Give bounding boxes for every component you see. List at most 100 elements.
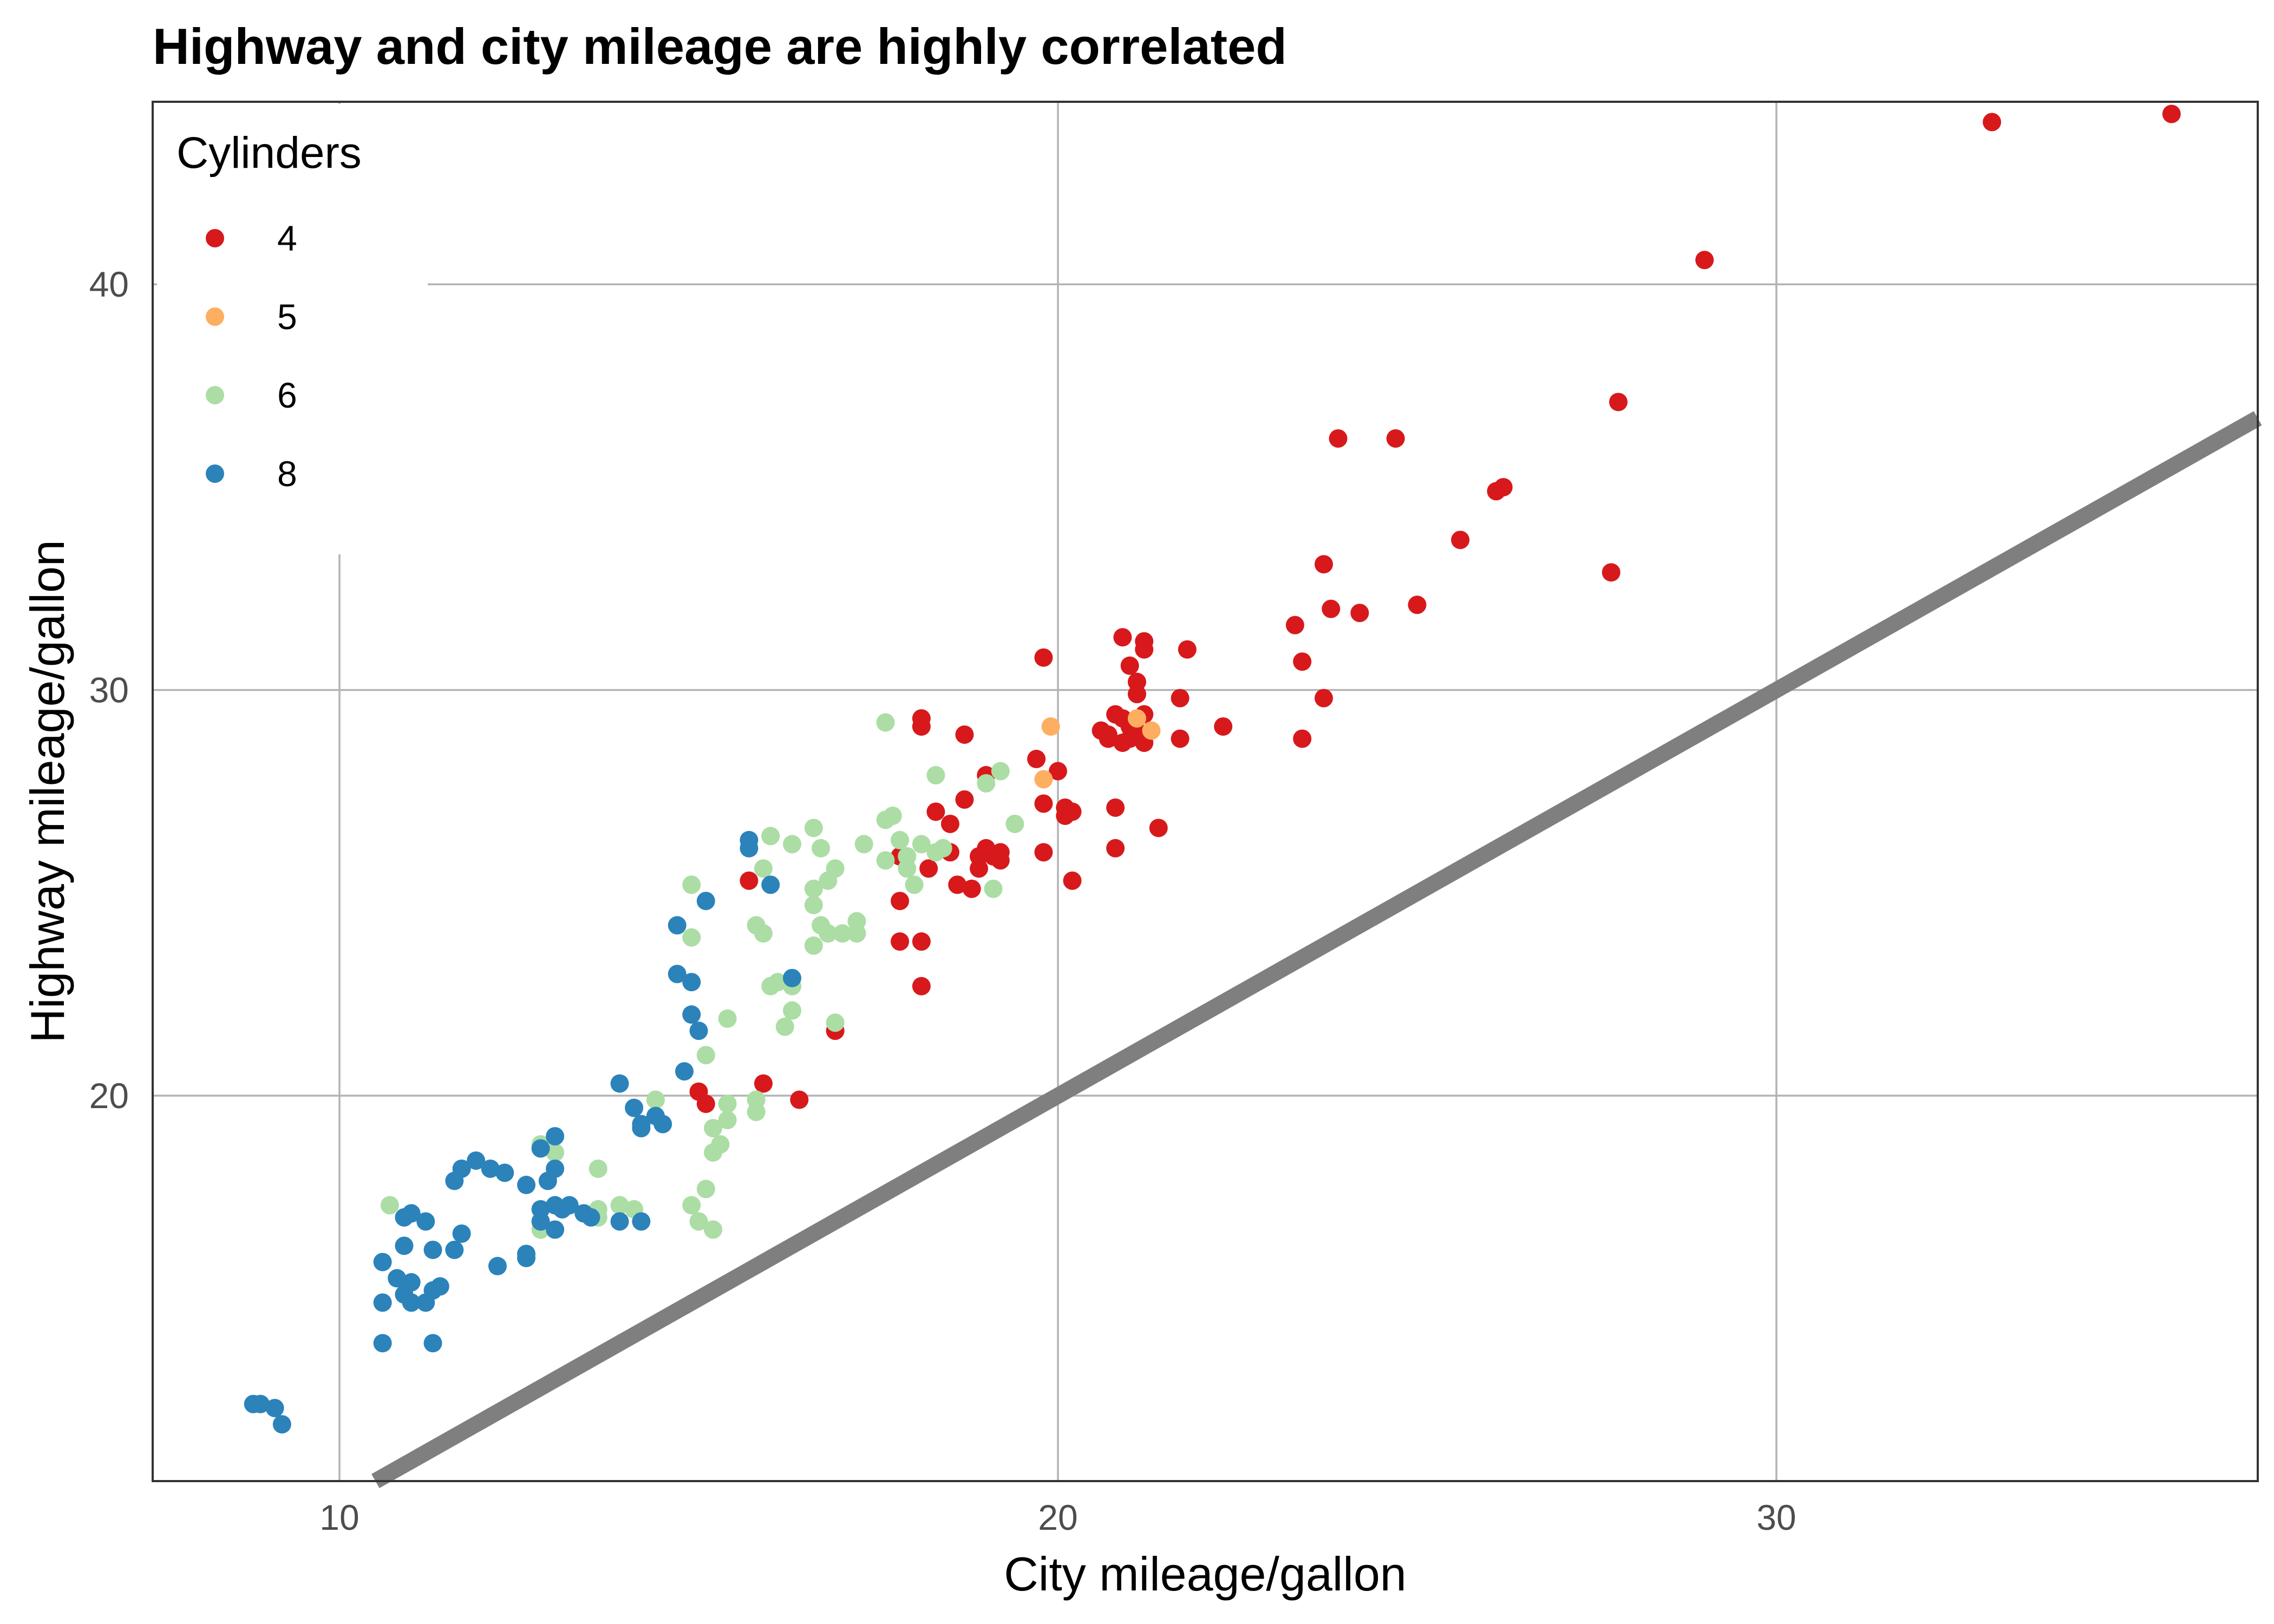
data-point xyxy=(1314,689,1333,708)
data-point xyxy=(682,1005,701,1024)
x-tick-label: 10 xyxy=(319,1497,359,1537)
data-point xyxy=(531,1139,550,1158)
y-tick-labels: 20 30 40 xyxy=(89,264,129,1116)
data-point xyxy=(962,879,981,898)
data-point xyxy=(1027,750,1046,769)
data-point xyxy=(926,843,945,862)
data-point xyxy=(718,1095,737,1114)
data-point xyxy=(718,1009,737,1028)
data-point xyxy=(682,875,701,894)
data-point xyxy=(481,1159,500,1178)
data-point xyxy=(991,762,1010,781)
data-point xyxy=(1293,729,1312,748)
data-point xyxy=(682,973,701,992)
data-point xyxy=(1350,604,1369,623)
data-point xyxy=(898,847,917,866)
data-point xyxy=(538,1171,557,1190)
data-point xyxy=(553,1200,572,1219)
data-point xyxy=(517,1175,536,1194)
data-point xyxy=(754,1074,773,1093)
legend-entries: 4 5 6 8 xyxy=(206,218,297,494)
legend-item-5: 5 xyxy=(206,297,297,337)
data-point xyxy=(761,875,780,894)
data-point xyxy=(423,1240,442,1259)
data-point xyxy=(1127,709,1146,728)
data-point xyxy=(467,1151,486,1170)
reference-line xyxy=(371,411,2262,1489)
data-point xyxy=(517,1245,536,1263)
data-point xyxy=(1142,721,1161,740)
y-axis-title: Highway mileage/gallon xyxy=(21,540,74,1043)
data-point xyxy=(581,1208,600,1227)
data-point xyxy=(445,1171,464,1190)
data-point xyxy=(1695,251,1714,270)
data-point xyxy=(265,1399,284,1418)
data-point xyxy=(546,1143,565,1162)
data-point xyxy=(1113,628,1132,647)
data-point xyxy=(668,916,687,935)
data-point xyxy=(804,895,823,914)
data-point xyxy=(970,859,989,878)
data-point xyxy=(761,827,780,846)
data-point xyxy=(689,1082,708,1101)
data-point xyxy=(1451,531,1470,549)
data-point xyxy=(1171,689,1190,708)
legend-swatch xyxy=(206,464,224,483)
data-point xyxy=(905,875,924,894)
data-point xyxy=(1034,770,1053,789)
data-point xyxy=(955,790,974,809)
data-point xyxy=(373,1334,392,1353)
data-point xyxy=(1285,615,1304,634)
data-point xyxy=(696,892,715,911)
data-point xyxy=(876,713,895,732)
data-point xyxy=(804,818,823,837)
data-point xyxy=(876,851,895,870)
data-point xyxy=(790,1090,809,1109)
reference-line-layer xyxy=(371,411,2262,1489)
data-point xyxy=(833,924,852,943)
data-point xyxy=(1056,798,1075,817)
legend-item-8: 8 xyxy=(206,454,297,494)
x-tick-labels: 10 20 30 xyxy=(319,1497,1796,1537)
data-point xyxy=(704,1220,723,1239)
legend-swatch xyxy=(206,229,224,247)
data-point xyxy=(452,1224,471,1243)
legend-label: 4 xyxy=(277,218,297,258)
points-layer xyxy=(244,104,2181,1434)
y-tick-label: 30 xyxy=(89,670,129,710)
plot-panel xyxy=(152,101,2262,1489)
data-point xyxy=(1005,814,1024,833)
data-point xyxy=(1041,717,1060,736)
data-point xyxy=(646,1090,665,1109)
data-point xyxy=(1178,640,1197,659)
data-point xyxy=(782,1001,801,1020)
data-point xyxy=(1149,818,1168,837)
data-point xyxy=(912,932,931,951)
legend-background xyxy=(157,104,428,554)
data-point xyxy=(1135,640,1154,659)
data-point xyxy=(696,1046,715,1065)
data-point xyxy=(1034,843,1053,862)
data-point xyxy=(804,936,823,955)
data-point xyxy=(926,766,945,785)
data-point xyxy=(1120,656,1139,675)
data-point xyxy=(984,879,1003,898)
data-point xyxy=(775,1017,794,1036)
data-point xyxy=(718,1111,737,1130)
data-point xyxy=(891,932,910,951)
legend-item-6: 6 xyxy=(206,375,297,415)
data-point xyxy=(819,871,838,890)
data-point xyxy=(531,1212,550,1231)
legend-swatch xyxy=(206,307,224,326)
data-point xyxy=(883,806,902,825)
x-axis-title: City mileage/gallon xyxy=(1004,1547,1407,1601)
legend-label: 8 xyxy=(277,454,297,494)
data-point xyxy=(632,1212,651,1231)
legend-label: 5 xyxy=(277,297,297,337)
legend-swatch xyxy=(206,386,224,404)
data-point xyxy=(1329,429,1348,448)
data-point xyxy=(1034,648,1053,667)
legend: Cylinders 4 5 6 8 xyxy=(157,104,428,554)
data-point xyxy=(395,1236,414,1255)
